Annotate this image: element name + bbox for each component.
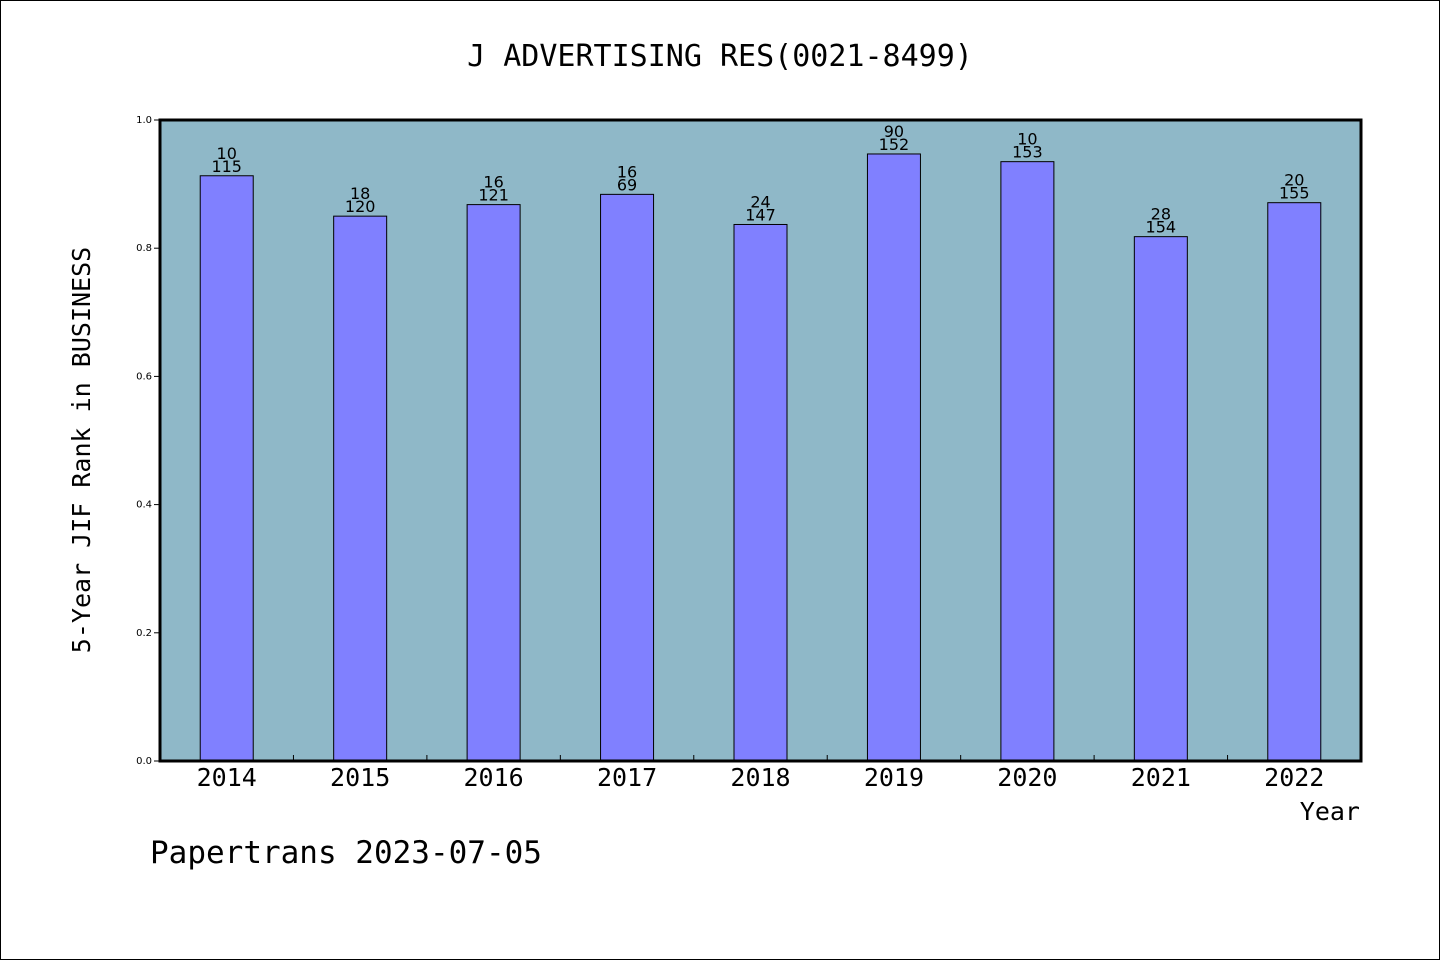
bar-2022 bbox=[1267, 202, 1322, 762]
chart-title: J ADVERTISING RES(0021-8499) bbox=[467, 39, 973, 74]
y-axis: 0.0 0.2 0.4 0.6 0.8 1.0 bbox=[136, 115, 160, 767]
bar-2021 bbox=[1133, 236, 1188, 762]
y-tick-label: 0.0 bbox=[136, 756, 152, 767]
y-tick-label: 0.4 bbox=[136, 500, 152, 511]
bar-2014 bbox=[199, 175, 254, 762]
plot-border bbox=[158, 118, 1363, 763]
x-tick-label: 2020 bbox=[997, 763, 1057, 792]
bar-rank-label: 90 bbox=[884, 122, 904, 141]
x-tick-label: 2017 bbox=[597, 763, 657, 792]
bar-rank-label: 16 bbox=[483, 173, 503, 192]
bar-total-label: 155 bbox=[1279, 184, 1310, 203]
bar-total-label: 147 bbox=[745, 205, 776, 224]
bar-total-label: 120 bbox=[345, 197, 376, 216]
bar-rank-label: 28 bbox=[1151, 205, 1171, 224]
bar-2020 bbox=[1000, 161, 1055, 762]
bar-rank-label: 24 bbox=[750, 192, 770, 211]
bar-2016 bbox=[466, 204, 521, 762]
y-tick-label: 0.8 bbox=[136, 243, 152, 254]
x-tick-label: 2014 bbox=[197, 763, 257, 792]
x-tick-label: 2018 bbox=[730, 763, 790, 792]
x-tick-label: 2019 bbox=[864, 763, 924, 792]
bar-total-label: 152 bbox=[879, 135, 910, 154]
bar-rank-label: 16 bbox=[617, 162, 637, 181]
x-axis-label: Year bbox=[1300, 797, 1360, 826]
x-tick-label: 2022 bbox=[1264, 763, 1324, 792]
footer-credit: Papertrans 2023-07-05 bbox=[150, 835, 542, 871]
y-axis-label: 5-Year JIF Rank in BUSINESS bbox=[67, 247, 96, 653]
bar-2017 bbox=[600, 193, 655, 762]
bar-2018 bbox=[733, 223, 788, 762]
bar-rank-label: 10 bbox=[217, 144, 237, 163]
bar-rank-label: 10 bbox=[1017, 130, 1037, 149]
bar-total-label: 154 bbox=[1146, 218, 1177, 237]
bar-total-label: 153 bbox=[1012, 143, 1043, 162]
bar-total-label: 115 bbox=[211, 157, 242, 176]
bar-rank-label: 20 bbox=[1284, 171, 1304, 190]
x-tick-label: 2015 bbox=[330, 763, 390, 792]
y-tick-label: 1.0 bbox=[136, 115, 152, 126]
bar-rank-label: 18 bbox=[350, 184, 370, 203]
bar-total-label: 69 bbox=[617, 175, 637, 194]
bar-total-label: 121 bbox=[478, 186, 509, 205]
bar-2019 bbox=[866, 153, 921, 762]
x-tick-label: 2021 bbox=[1131, 763, 1191, 792]
x-tick-label: 2016 bbox=[464, 763, 524, 792]
y-tick-label: 0.6 bbox=[136, 371, 152, 382]
bar-2015 bbox=[333, 215, 388, 762]
x-axis: 2014 2015 2016 2017 2018 2019 2020 2021 2022 bbox=[197, 755, 1324, 792]
y-tick-label: 0.2 bbox=[136, 628, 152, 639]
